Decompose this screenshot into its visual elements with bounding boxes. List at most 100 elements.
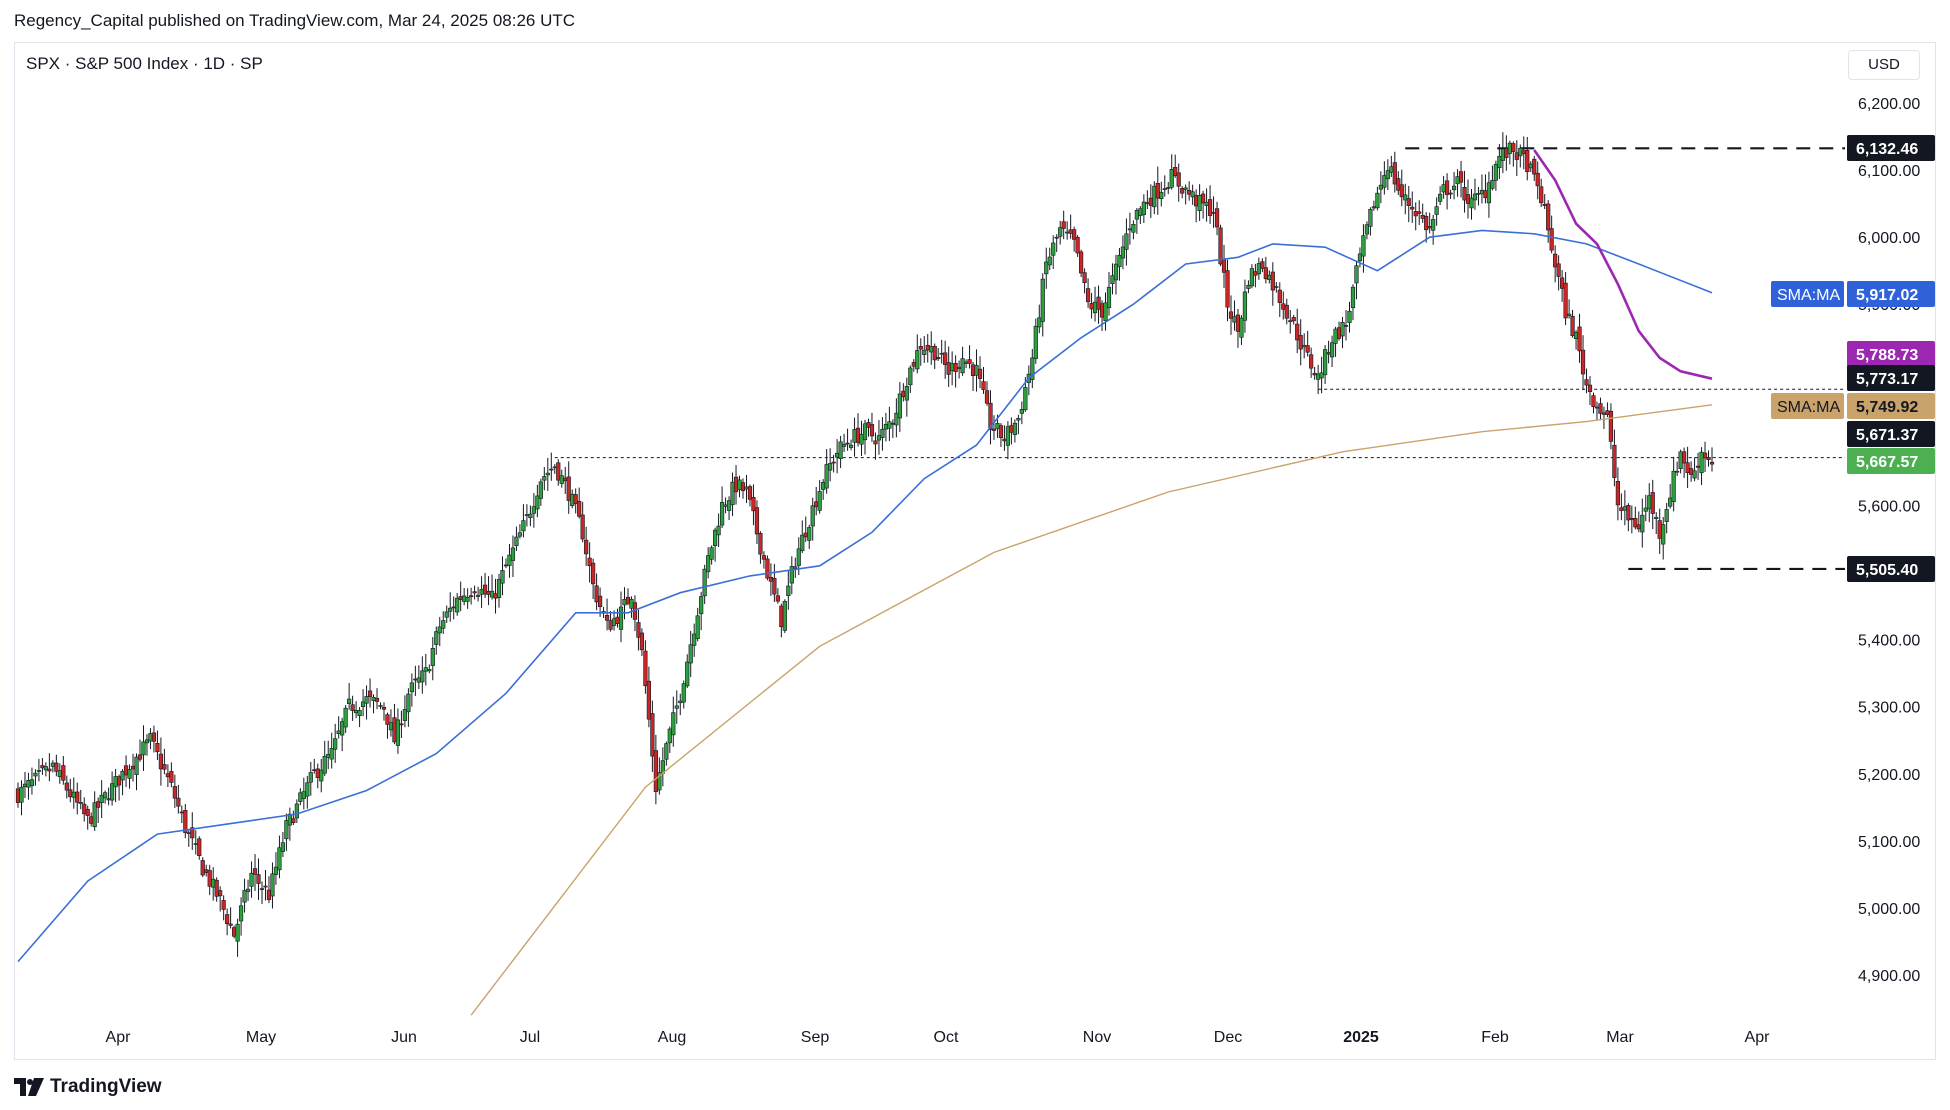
- candle: [40, 757, 45, 775]
- candle: [566, 461, 571, 514]
- candle-body: [1556, 263, 1561, 277]
- candle: [1462, 170, 1467, 213]
- candle-body: [1270, 271, 1275, 291]
- candle-body: [719, 502, 725, 526]
- candle: [1434, 197, 1439, 226]
- candle: [493, 578, 498, 614]
- candle: [531, 493, 536, 528]
- candle: [43, 762, 48, 777]
- candle: [402, 695, 408, 728]
- candle-body: [1671, 470, 1676, 502]
- candle-body: [57, 770, 62, 778]
- candle: [1166, 182, 1171, 195]
- currency-button[interactable]: USD: [1848, 50, 1920, 80]
- candle: [294, 799, 299, 824]
- candle: [528, 505, 533, 527]
- candle-body: [1249, 268, 1255, 287]
- candle-body: [162, 764, 167, 770]
- candle-body: [113, 776, 118, 788]
- candle-body: [995, 423, 1000, 429]
- candle: [1274, 282, 1279, 293]
- candle-body: [852, 429, 857, 443]
- candle: [1256, 257, 1261, 280]
- candle: [1242, 279, 1248, 333]
- candle-body: [803, 532, 808, 538]
- candle: [1106, 272, 1112, 316]
- candle-body: [298, 792, 303, 802]
- candle-body: [1378, 184, 1383, 190]
- candle: [1357, 247, 1363, 268]
- candle: [322, 740, 327, 777]
- candle-body: [319, 769, 324, 782]
- time-tick-label: Oct: [934, 1029, 959, 1046]
- candle: [1263, 256, 1268, 284]
- candle-body: [580, 514, 585, 540]
- time-axis[interactable]: Apr May Jun Jul Aug Sep Oct Nov Dec 2025 Feb Mar Apr: [106, 1029, 1771, 1046]
- candle: [1566, 299, 1572, 319]
- candle: [291, 810, 296, 826]
- candle: [883, 412, 889, 442]
- candle: [664, 741, 669, 766]
- sma-tag-text: SMA:MA: [1777, 287, 1840, 304]
- candle: [406, 688, 411, 727]
- candle: [413, 665, 418, 696]
- price-axis[interactable]: 6,200.006,100.006,000.005,900.005,800.00…: [1858, 96, 1920, 985]
- candle: [845, 428, 850, 451]
- candle: [1207, 185, 1213, 224]
- price-label-box: [1847, 556, 1935, 582]
- sma-line-1: [17, 229, 1713, 963]
- candle: [1267, 270, 1272, 284]
- candle: [1371, 200, 1376, 211]
- candle-body: [1368, 209, 1373, 227]
- candle: [625, 588, 631, 606]
- candle-body: [880, 428, 885, 438]
- candle-body: [78, 802, 83, 804]
- candle: [726, 496, 732, 521]
- symbol-line[interactable]: SPX · S&P 500 Index · 1D · SP: [26, 54, 263, 73]
- candle: [1113, 254, 1119, 295]
- candle: [1054, 234, 1059, 253]
- candle: [1521, 136, 1526, 170]
- candle: [211, 867, 216, 901]
- candle: [1378, 171, 1383, 204]
- candle: [305, 775, 310, 809]
- candle: [33, 769, 38, 786]
- candle-body: [1573, 331, 1579, 339]
- candle: [1549, 215, 1554, 254]
- candle-body: [343, 707, 348, 728]
- candle: [1326, 340, 1331, 364]
- candle-body: [1232, 316, 1237, 323]
- candle-body: [1410, 206, 1415, 210]
- price-tick-label: 4,900.00: [1858, 968, 1920, 985]
- candle-body: [322, 755, 327, 774]
- candle: [1221, 244, 1227, 289]
- candle-body: [538, 481, 543, 499]
- candle: [1577, 313, 1582, 363]
- candle-body: [1612, 444, 1617, 478]
- candle: [535, 484, 540, 518]
- candle-body: [716, 525, 721, 536]
- candle: [1441, 176, 1446, 199]
- candle: [587, 542, 592, 583]
- candle: [1347, 301, 1352, 333]
- price-label-box: [1847, 341, 1935, 367]
- candle-body: [1699, 451, 1704, 474]
- candle-body: [29, 779, 35, 787]
- candle-body: [71, 791, 76, 798]
- time-tick-label: Jun: [391, 1029, 417, 1046]
- candle: [1159, 181, 1164, 207]
- candle: [911, 358, 916, 372]
- candle-body: [929, 346, 934, 353]
- candle-body: [33, 772, 38, 777]
- candle-body: [754, 507, 760, 535]
- candle-body: [1065, 231, 1070, 234]
- candle: [1556, 255, 1561, 291]
- candle: [936, 348, 941, 361]
- candle-body: [347, 698, 352, 704]
- candle-body: [475, 594, 481, 597]
- candle: [186, 829, 191, 847]
- tradingview-logo[interactable]: TradingView: [14, 1074, 162, 1100]
- candle-body: [535, 495, 540, 510]
- candle-body: [573, 494, 578, 505]
